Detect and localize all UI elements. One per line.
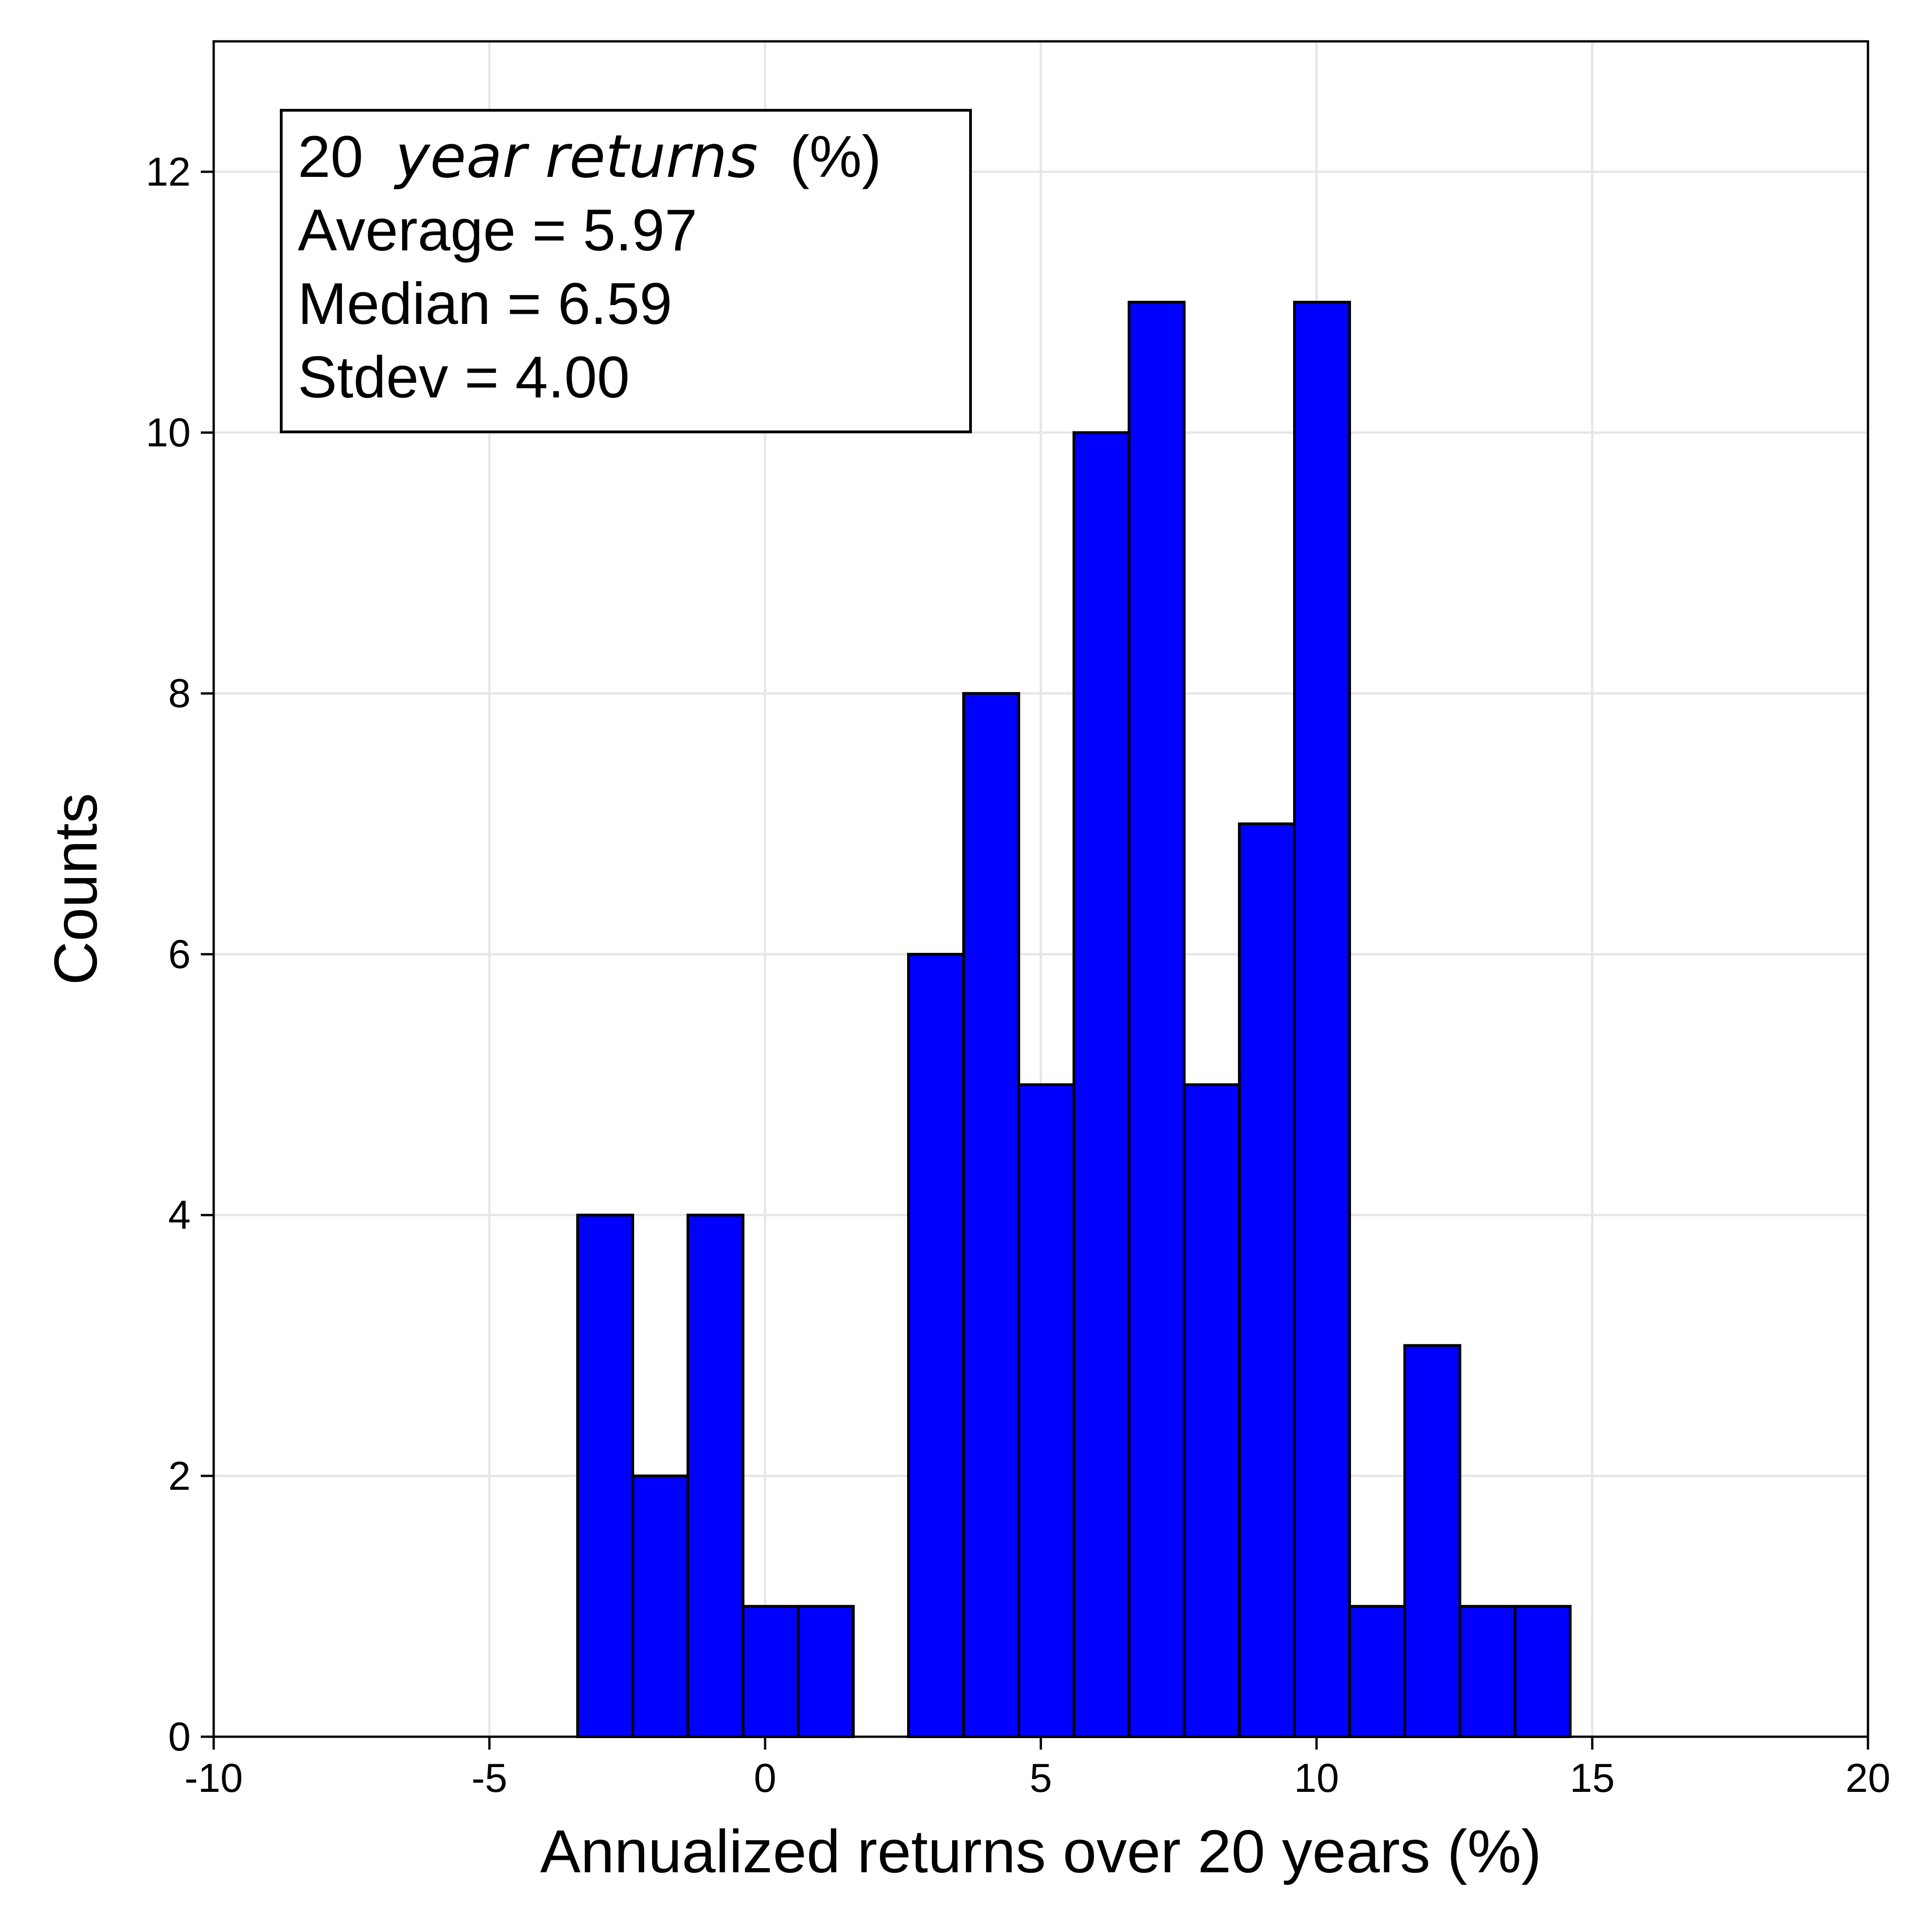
x-tick-label: 0	[754, 1755, 777, 1801]
histogram-bar	[907, 952, 965, 1738]
x-tick-label: -10	[184, 1755, 243, 1801]
histogram-bar	[1293, 300, 1351, 1738]
stats-title-italic: year returns	[393, 123, 758, 191]
histogram-bar	[631, 1474, 689, 1738]
y-tick-label: 10	[146, 410, 191, 455]
axis-ticks: -10 -5 0 5 10 15 20 0 2 4 6 8 10 12	[146, 149, 1890, 1801]
x-tick-label: -5	[471, 1755, 507, 1801]
x-tick-label: 10	[1294, 1755, 1339, 1801]
y-tick-label: 2	[168, 1453, 191, 1498]
histogram-bar	[1183, 1083, 1241, 1738]
stats-average: Average = 5.97	[298, 198, 697, 263]
y-axis-label: Counts	[42, 793, 109, 985]
y-tick-label: 8	[168, 670, 191, 716]
histogram-bar	[1128, 300, 1186, 1738]
stats-title-suffix: (%)	[790, 124, 881, 190]
histogram-bar	[1514, 1605, 1572, 1738]
histogram-bar	[742, 1605, 800, 1738]
y-tick-label: 6	[168, 931, 191, 977]
histogram-bar	[1017, 1083, 1075, 1738]
y-tick-label: 0	[168, 1714, 191, 1759]
histogram-bar	[1238, 822, 1296, 1738]
x-tick-label: 20	[1845, 1755, 1890, 1801]
histogram-bar	[1459, 1605, 1516, 1738]
histogram-bar	[1348, 1605, 1406, 1738]
x-axis-label: Annualized returns over 20 years (%)	[540, 1818, 1541, 1885]
x-tick-label: 5	[1030, 1755, 1052, 1801]
histogram-bar	[576, 1213, 634, 1739]
histogram-bar	[1403, 1344, 1461, 1738]
y-tick-label: 12	[146, 149, 191, 194]
histogram-bar	[1073, 431, 1130, 1738]
stats-title-number: 20	[298, 124, 363, 190]
stats-box: 20 year returns (%) Average = 5.97 Media…	[280, 109, 972, 433]
histogram-bar	[962, 692, 1020, 1738]
histogram-bar	[797, 1605, 855, 1738]
stats-box-frame	[280, 109, 972, 433]
stats-box-title: 20 year returns (%)	[298, 123, 881, 191]
y-tick-label: 4	[168, 1192, 191, 1238]
histogram-bar	[687, 1213, 744, 1739]
stats-stdev: Stdev = 4.00	[298, 345, 630, 410]
x-tick-label: 15	[1570, 1755, 1615, 1801]
stats-median: Median = 6.59	[298, 271, 672, 337]
